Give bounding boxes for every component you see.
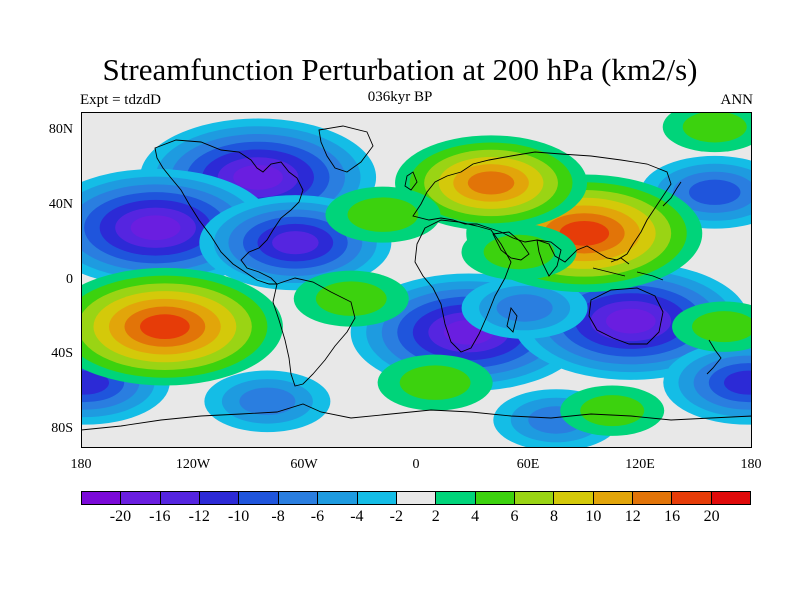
- colorbar-box: [514, 492, 555, 504]
- colorbar-box: [278, 492, 319, 504]
- map-panel: [81, 112, 752, 448]
- anomaly-contour-atlantic-high: [347, 197, 419, 232]
- season-label: ANN: [720, 92, 754, 108]
- lon-label-0: 0: [412, 457, 420, 472]
- colorbar-box: [318, 492, 358, 504]
- experiment-label: Expt = tdzdD: [80, 92, 161, 108]
- anomaly-contour-indian-ocean-high: [483, 234, 555, 270]
- colorbar-label: 2: [431, 508, 440, 525]
- colorbar-label: 16: [664, 508, 681, 525]
- anomaly-contour-north-america-low: [233, 164, 283, 190]
- anomaly-contour-south-indian-ocean-low: [496, 294, 553, 322]
- colorbar-label: -10: [227, 508, 250, 525]
- coast-new-zealand: [706, 339, 722, 375]
- coast-north-america: [154, 139, 304, 285]
- anomaly-contour-west-pacific-low: [688, 179, 741, 205]
- colorbar-box: [396, 492, 437, 504]
- anomaly-contour-caribbean-low: [272, 231, 319, 255]
- anomaly-contour-south-america-high: [315, 281, 387, 316]
- anomaly-contour-australia-low: [606, 308, 656, 334]
- colorbar-box: [593, 492, 634, 504]
- colorbar-box: [711, 492, 751, 504]
- anomaly-contour-south-pacific-high: [140, 314, 190, 340]
- colorbar-label: -20: [109, 508, 132, 525]
- lat-label-40s: 40S: [51, 346, 73, 361]
- colorbar-label: -8: [271, 508, 285, 525]
- anomaly-contour-arctic-high: [682, 112, 747, 143]
- coast-antarctica: [81, 403, 752, 431]
- colorbar-label: -4: [350, 508, 364, 525]
- anomaly-contour-far-southeast-low: [723, 370, 752, 395]
- colorbar-label: -16: [149, 508, 171, 525]
- coast-madagascar: [506, 306, 518, 333]
- colorbar-box: [436, 492, 476, 504]
- colorbar-box: [357, 492, 397, 504]
- time-label: 036kyr BP: [367, 89, 433, 105]
- colorbar-label: -6: [310, 508, 325, 525]
- colorbar-box: [121, 492, 161, 504]
- colorbar-box: [633, 492, 673, 504]
- anomaly-contour-southern-band-high-2: [580, 395, 645, 427]
- lon-label-180e: 180: [740, 457, 762, 472]
- colorbar-label: 8: [549, 508, 558, 525]
- colorbar-box: [160, 492, 201, 504]
- colorbar-box: [672, 492, 712, 504]
- coast-greenland: [318, 125, 374, 173]
- lat-label-0: 0: [66, 272, 73, 287]
- anomaly-contour-far-southwest-low: [81, 370, 110, 395]
- map-svg: [81, 112, 752, 448]
- anomaly-contour-southern-band-high-1: [399, 365, 471, 400]
- lat-label-80s: 80S: [51, 421, 73, 436]
- coast-arabia: [492, 231, 530, 261]
- anomaly-contour-europe-high: [467, 171, 515, 195]
- colorbar-box: [554, 492, 594, 504]
- anomaly-contour-asia-high: [559, 220, 610, 246]
- coast-japan: [662, 181, 682, 207]
- anomaly-contour-north-pacific-low: [130, 215, 181, 241]
- colorbar-label: 10: [585, 508, 602, 525]
- anomaly-layer: [81, 112, 752, 448]
- colorbar-box: [239, 492, 279, 504]
- colorbar: [81, 491, 751, 505]
- lon-label-120e: 120E: [625, 457, 655, 472]
- colorbar-box: [475, 492, 515, 504]
- colorbar-label: 12: [624, 508, 641, 525]
- colorbar-label: -12: [188, 508, 210, 525]
- colorbar-box: [200, 492, 240, 504]
- coast-south-america: [272, 277, 356, 387]
- anomaly-contour-southern-ocean-low-1: [239, 387, 296, 416]
- map-frame: [81, 112, 752, 448]
- coast-indonesia: [592, 257, 664, 281]
- anomaly-contour-pacific-high: [692, 311, 752, 343]
- coastlines: [81, 125, 752, 431]
- lon-label-120w: 120W: [175, 457, 211, 472]
- colorbar-box: [82, 492, 122, 504]
- lat-label-40n: 40N: [48, 197, 73, 212]
- colorbar-label: 4: [471, 508, 480, 525]
- lat-label-80n: 80N: [48, 122, 73, 137]
- coast-africa: [414, 219, 512, 353]
- coast-australia: [588, 287, 664, 345]
- lon-label-60e: 60E: [516, 457, 540, 472]
- coast-eurasia: [412, 151, 672, 263]
- lon-label-180w: 180: [70, 457, 92, 472]
- coast-india: [536, 239, 562, 277]
- lon-label-60w: 60W: [290, 457, 318, 472]
- colorbar-label: 6: [510, 508, 519, 525]
- colorbar-label: -2: [389, 508, 403, 525]
- plot-title: Streamfunction Perturbation at 200 hPa (…: [102, 52, 698, 87]
- coast-uk: [404, 171, 418, 191]
- colorbar-label: 20: [703, 508, 720, 525]
